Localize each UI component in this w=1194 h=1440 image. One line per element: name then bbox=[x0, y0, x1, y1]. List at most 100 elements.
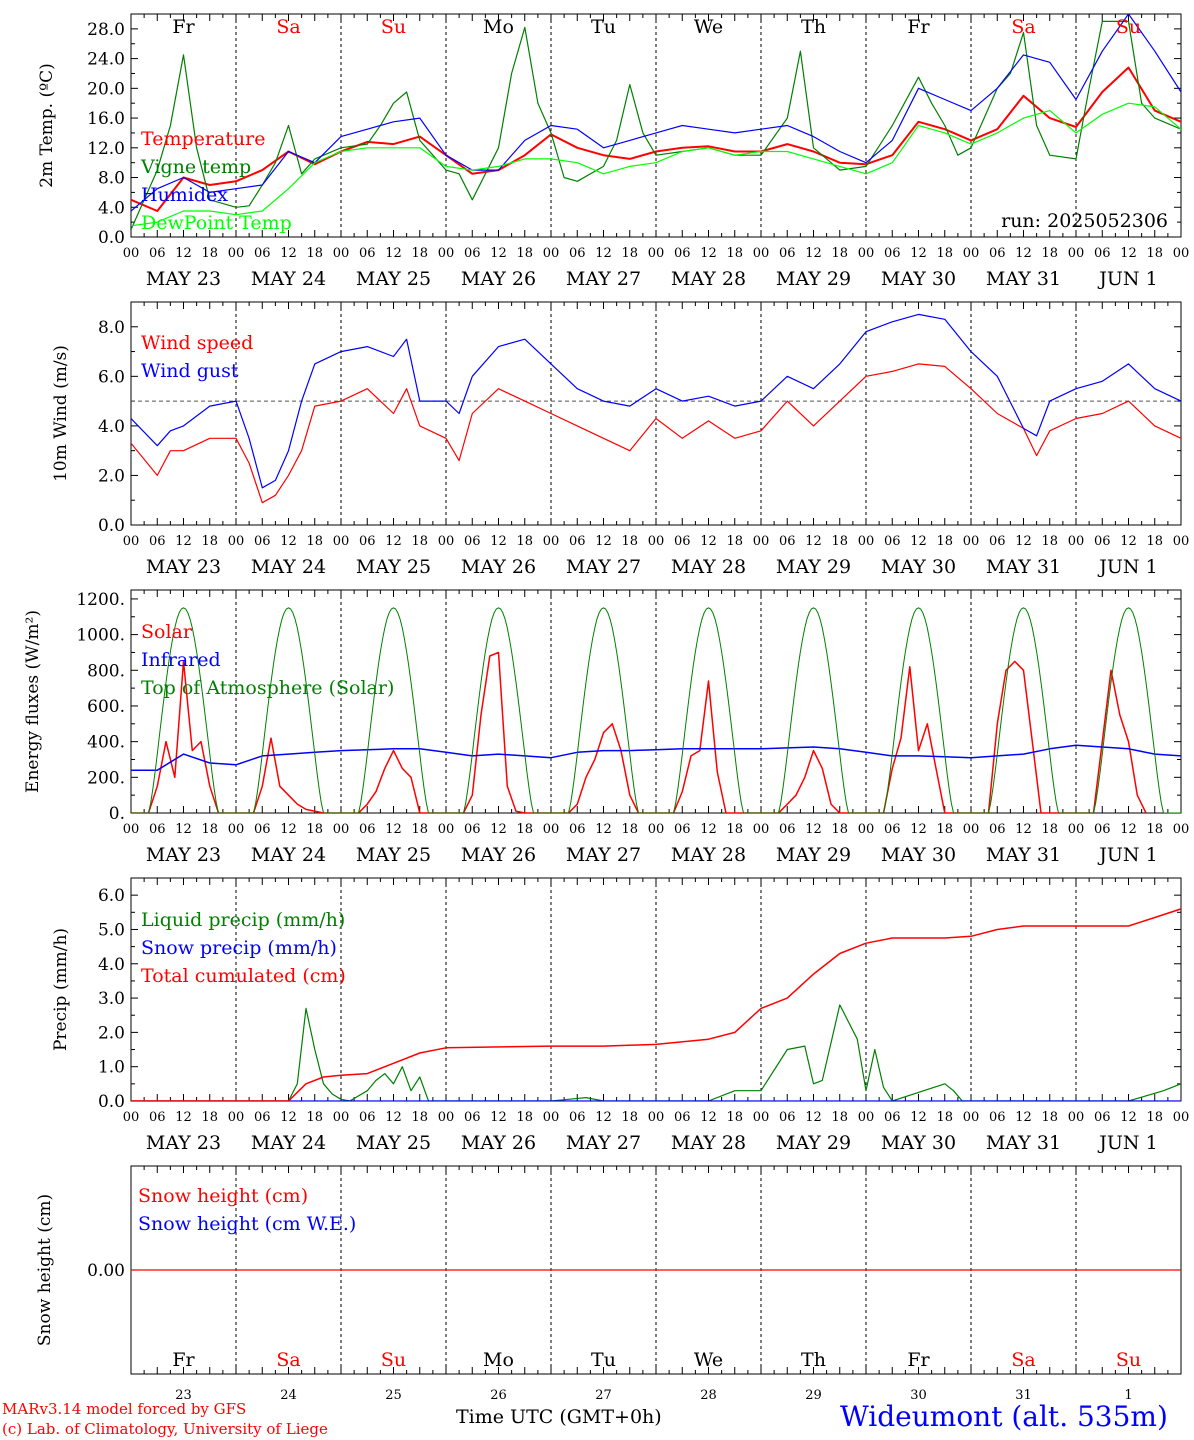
y-tick-label: 6.0 bbox=[98, 886, 125, 906]
date-label: MAY 26 bbox=[461, 268, 536, 290]
hour-tick-label: 18 bbox=[621, 246, 638, 261]
hour-tick-label: 12 bbox=[1120, 822, 1137, 837]
hour-tick-label: 00 bbox=[543, 534, 560, 549]
hour-tick-label: 12 bbox=[385, 246, 402, 261]
hour-tick-label: 00 bbox=[543, 822, 560, 837]
date-label: MAY 27 bbox=[566, 268, 641, 290]
date-label: JUN 1 bbox=[1097, 844, 1157, 866]
hour-tick-label: 18 bbox=[516, 246, 533, 261]
hour-tick-label: 12 bbox=[385, 822, 402, 837]
series-line-humidex bbox=[131, 14, 1181, 212]
hour-tick-label: 18 bbox=[726, 534, 743, 549]
hour-tick-label: 12 bbox=[910, 822, 927, 837]
panel-frame bbox=[130, 301, 1182, 526]
hour-tick-label: 06 bbox=[464, 246, 481, 261]
hour-tick-label: 18 bbox=[306, 1110, 323, 1125]
hour-tick-label: 00 bbox=[1173, 246, 1190, 261]
day-number-label: 25 bbox=[385, 1388, 402, 1403]
hour-tick-label: 18 bbox=[726, 246, 743, 261]
series-line-total-cumulated-cm- bbox=[131, 908, 1181, 1101]
hour-tick-label: 00 bbox=[438, 534, 455, 549]
hour-tick-label: 18 bbox=[936, 1110, 953, 1125]
hour-tick-label: 06 bbox=[254, 822, 271, 837]
y-tick-label: 0. bbox=[109, 804, 125, 824]
hour-tick-label: 12 bbox=[595, 822, 612, 837]
series-line-top-of-atmosphere-solar- bbox=[131, 607, 1181, 813]
y-tick-label: 3.0 bbox=[98, 989, 125, 1009]
weekday-label: Su bbox=[381, 16, 406, 38]
weekday-label: Su bbox=[1116, 1349, 1141, 1371]
day-number-label: 26 bbox=[490, 1388, 507, 1403]
hour-tick-label: 18 bbox=[936, 534, 953, 549]
y-tick-label: 0.0 bbox=[98, 228, 125, 248]
date-label: MAY 31 bbox=[986, 268, 1061, 290]
day-number-label: 1 bbox=[1124, 1388, 1132, 1403]
hour-tick-label: 00 bbox=[648, 534, 665, 549]
hour-tick-label: 00 bbox=[438, 822, 455, 837]
hour-tick-label: 06 bbox=[989, 246, 1006, 261]
y-tick-label: 5.0 bbox=[98, 920, 125, 940]
hour-tick-label: 00 bbox=[1173, 1110, 1190, 1125]
weekday-label: We bbox=[694, 16, 723, 38]
hour-tick-label: 06 bbox=[674, 246, 691, 261]
hour-tick-label: 06 bbox=[884, 1110, 901, 1125]
hour-tick-label: 18 bbox=[726, 822, 743, 837]
hour-tick-label: 18 bbox=[516, 534, 533, 549]
hour-tick-label: 18 bbox=[1146, 822, 1163, 837]
hour-tick-label: 00 bbox=[648, 246, 665, 261]
legend-entry: Snow precip (mm/h) bbox=[141, 937, 337, 959]
legend-entry: Wind gust bbox=[141, 360, 239, 382]
hour-tick-label: 18 bbox=[831, 822, 848, 837]
weekday-label: Mo bbox=[483, 16, 514, 38]
station-title: Wideumont (alt. 535m) bbox=[840, 1400, 1168, 1433]
date-label: MAY 25 bbox=[356, 1132, 431, 1154]
hour-tick-label: 12 bbox=[1015, 534, 1032, 549]
y-tick-label: 800. bbox=[87, 661, 125, 681]
hour-tick-label: 06 bbox=[884, 534, 901, 549]
y-axis-label: 2m Temp. (ºC) bbox=[37, 63, 57, 188]
hour-tick-label: 00 bbox=[858, 1110, 875, 1125]
weekday-label: Th bbox=[801, 1349, 826, 1371]
legend-entry: Solar bbox=[141, 621, 193, 643]
hour-tick-label: 12 bbox=[280, 246, 297, 261]
hour-tick-label: 00 bbox=[753, 534, 770, 549]
hour-tick-label: 06 bbox=[884, 822, 901, 837]
hour-tick-label: 18 bbox=[201, 246, 218, 261]
hour-tick-label: 00 bbox=[228, 822, 245, 837]
hour-tick-label: 06 bbox=[149, 822, 166, 837]
date-label: MAY 31 bbox=[986, 1132, 1061, 1154]
date-label: MAY 23 bbox=[146, 844, 221, 866]
date-label: MAY 31 bbox=[986, 556, 1061, 578]
date-label: MAY 29 bbox=[776, 844, 851, 866]
hour-tick-label: 00 bbox=[1068, 534, 1085, 549]
weekday-label: Sa bbox=[1011, 16, 1035, 38]
date-label: MAY 26 bbox=[461, 556, 536, 578]
hour-tick-label: 00 bbox=[438, 246, 455, 261]
hour-tick-label: 12 bbox=[280, 1110, 297, 1125]
legend-entry: Wind speed bbox=[141, 332, 253, 354]
hour-tick-label: 00 bbox=[963, 534, 980, 549]
hour-tick-label: 06 bbox=[359, 1110, 376, 1125]
hour-tick-label: 18 bbox=[1146, 246, 1163, 261]
hour-tick-label: 06 bbox=[149, 1110, 166, 1125]
legend-entry: Humidex bbox=[141, 184, 228, 206]
hour-tick-label: 00 bbox=[1173, 534, 1190, 549]
weekday-label: Tu bbox=[591, 1349, 616, 1371]
panel-frame bbox=[130, 589, 1182, 814]
date-label: JUN 1 bbox=[1097, 268, 1157, 290]
date-label: MAY 24 bbox=[251, 556, 326, 578]
hour-tick-label: 12 bbox=[490, 534, 507, 549]
hour-tick-label: 06 bbox=[359, 246, 376, 261]
date-label: MAY 25 bbox=[356, 556, 431, 578]
model-credit-line1: MARv3.14 model forced by GFS bbox=[2, 1400, 247, 1418]
y-tick-label: 600. bbox=[87, 697, 125, 717]
date-label: MAY 29 bbox=[776, 1132, 851, 1154]
hour-tick-label: 12 bbox=[490, 246, 507, 261]
hour-tick-label: 06 bbox=[989, 822, 1006, 837]
hour-tick-label: 00 bbox=[123, 534, 140, 549]
date-label: MAY 25 bbox=[356, 844, 431, 866]
y-tick-label: 12.0 bbox=[87, 139, 125, 159]
hour-tick-label: 12 bbox=[1015, 246, 1032, 261]
hour-tick-label: 06 bbox=[674, 534, 691, 549]
y-tick-label: 20.0 bbox=[87, 79, 125, 99]
